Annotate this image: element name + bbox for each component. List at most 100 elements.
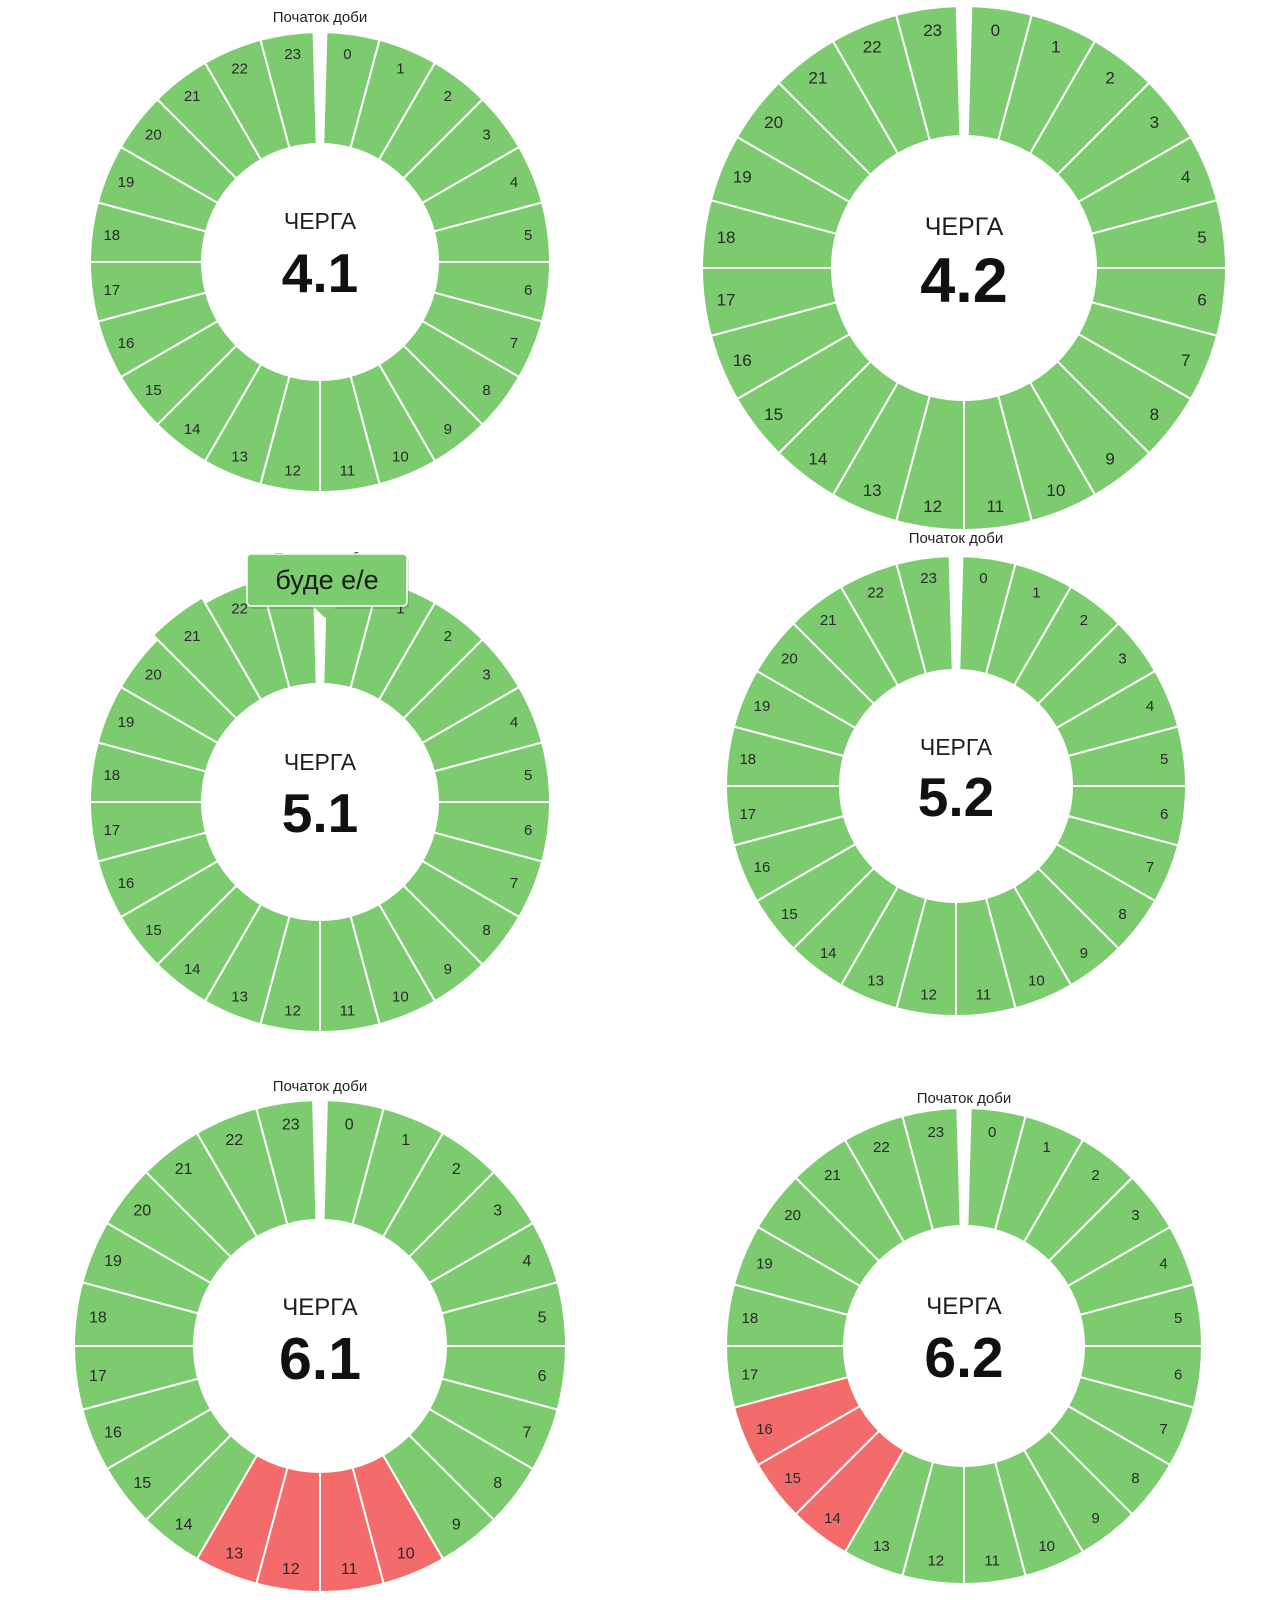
hour-label-4: 4: [510, 714, 518, 731]
hour-label-20: 20: [781, 651, 798, 668]
hour-label-6: 6: [524, 822, 532, 839]
hour-label-3: 3: [1131, 1207, 1139, 1224]
hour-label-13: 13: [225, 1546, 243, 1563]
hour-label-5: 5: [524, 227, 532, 244]
hour-slices: [700, 5, 1228, 532]
hour-label-1: 1: [1051, 37, 1060, 56]
hour-label-12: 12: [284, 1003, 301, 1020]
hour-label-7: 7: [1146, 859, 1154, 876]
hour-slices: [724, 1107, 1204, 1586]
hour-label-13: 13: [231, 988, 248, 1005]
hour-label-4: 4: [1159, 1256, 1167, 1273]
queue-label: ЧЕРГА: [926, 1293, 1001, 1320]
hour-label-0: 0: [345, 1117, 354, 1134]
hour-label-15: 15: [145, 922, 162, 939]
hour-label-9: 9: [1080, 945, 1088, 962]
hour-label-7: 7: [510, 335, 518, 352]
hour-label-22: 22: [863, 37, 882, 56]
hour-label-12: 12: [920, 987, 937, 1004]
hour-label-20: 20: [784, 1207, 801, 1224]
hour-label-21: 21: [824, 1167, 841, 1184]
hour-label-14: 14: [808, 450, 827, 469]
hour-label-17: 17: [89, 1368, 107, 1385]
hour-label-2: 2: [1080, 612, 1088, 629]
hour-label-23: 23: [923, 21, 942, 40]
hour-label-10: 10: [392, 448, 409, 465]
hour-label-17: 17: [739, 806, 756, 823]
hour-label-8: 8: [482, 922, 490, 939]
hour-label-17: 17: [103, 282, 120, 299]
hour-label-21: 21: [184, 628, 201, 645]
hour-label-21: 21: [808, 69, 827, 88]
hour-label-9: 9: [1105, 450, 1114, 469]
queue-label: ЧЕРГА: [284, 749, 357, 775]
hour-slice-23-on[interactable]: [259, 31, 318, 150]
hour-label-2: 2: [1091, 1167, 1099, 1184]
hour-label-9: 9: [452, 1516, 461, 1533]
hour-label-8: 8: [1150, 405, 1159, 424]
hour-label-2: 2: [444, 628, 452, 645]
hour-label-1: 1: [1032, 584, 1040, 601]
queue-number: 5.2: [918, 766, 994, 828]
hour-label-2: 2: [1105, 69, 1114, 88]
hour-label-14: 14: [175, 1516, 193, 1533]
hour-label-18: 18: [103, 767, 120, 784]
hour-label-8: 8: [1131, 1470, 1139, 1487]
hour-label-11: 11: [340, 1003, 356, 1020]
hour-label-18: 18: [717, 228, 736, 247]
hour-label-10: 10: [397, 1546, 415, 1563]
hour-label-13: 13: [873, 1538, 890, 1555]
hour-slices: [88, 571, 552, 1034]
hour-label-12: 12: [284, 463, 301, 480]
hour-label-20: 20: [133, 1202, 151, 1219]
tooltip-pointer: [313, 606, 337, 618]
donut-chart-5-2: Початок доби0123456789101112131415161718…: [724, 530, 1188, 1018]
hour-label-9: 9: [444, 961, 452, 978]
hour-label-15: 15: [145, 382, 162, 399]
hour-slice-23-on[interactable]: [895, 555, 954, 676]
tooltip-box: [246, 553, 408, 607]
hour-label-1: 1: [401, 1132, 410, 1149]
day-start-caption: Початок доби: [917, 1090, 1011, 1107]
hour-label-16: 16: [733, 351, 752, 370]
hour-slices: [72, 1099, 568, 1594]
hour-label-21: 21: [175, 1161, 193, 1178]
queue-label: ЧЕРГА: [282, 1294, 357, 1321]
hour-label-8: 8: [1118, 906, 1126, 923]
hour-label-16: 16: [118, 335, 135, 352]
slice-tooltip: буде е/е: [246, 553, 409, 618]
hour-label-19: 19: [733, 167, 752, 186]
hour-label-17: 17: [717, 290, 736, 309]
hour-label-20: 20: [145, 667, 162, 684]
hour-label-5: 5: [524, 767, 532, 784]
hour-label-23: 23: [927, 1124, 944, 1141]
hour-label-5: 5: [1197, 228, 1206, 247]
hour-label-21: 21: [820, 612, 837, 629]
hour-slice-23-on[interactable]: [894, 5, 962, 142]
hour-label-3: 3: [493, 1202, 502, 1219]
hour-label-2: 2: [452, 1161, 461, 1178]
hour-label-23: 23: [282, 1117, 300, 1134]
queue-number: 5.1: [282, 782, 358, 844]
queue-label: ЧЕРГА: [284, 208, 357, 234]
queue-label: ЧЕРГА: [920, 734, 993, 760]
hour-label-22: 22: [231, 60, 248, 77]
hour-label-2: 2: [444, 88, 452, 105]
hour-label-16: 16: [104, 1424, 122, 1441]
hour-label-22: 22: [231, 600, 248, 617]
hour-label-11: 11: [984, 1553, 1000, 1570]
hour-label-15: 15: [781, 906, 798, 923]
queue-number: 4.1: [282, 242, 358, 304]
hour-label-19: 19: [754, 698, 771, 715]
donut-chart-6-1: Початок доби0123456789101112131415161718…: [72, 1078, 568, 1594]
queue-number: 6.2: [924, 1326, 1003, 1390]
hour-slice-23-on[interactable]: [255, 1099, 318, 1226]
day-start-caption: Початок доби: [273, 9, 367, 26]
day-start-caption: Початок доби: [909, 530, 1003, 547]
hour-label-12: 12: [927, 1553, 944, 1570]
hour-label-23: 23: [920, 570, 937, 587]
hour-slice-23-on[interactable]: [901, 1107, 962, 1232]
